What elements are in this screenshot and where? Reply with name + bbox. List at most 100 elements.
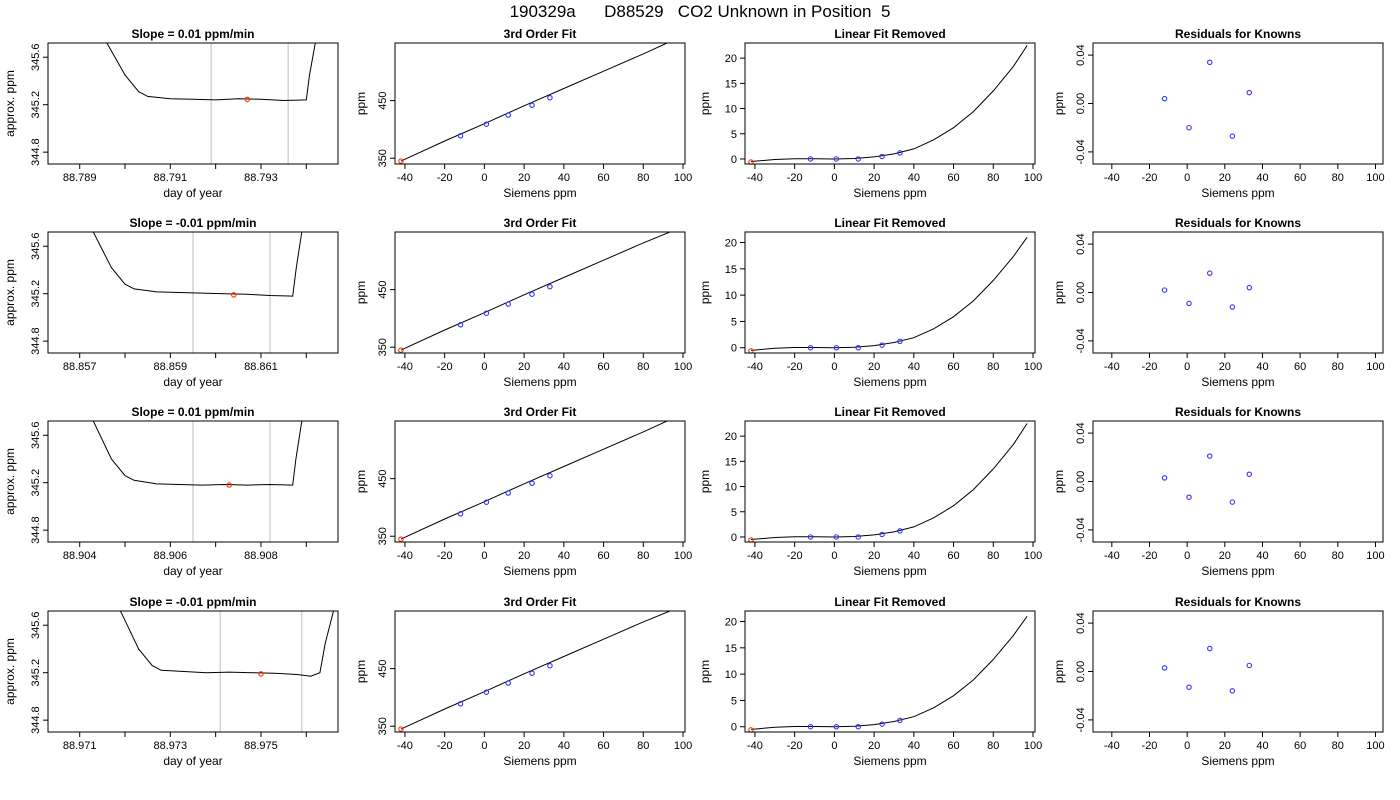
x-axis-label: day of year (163, 375, 222, 389)
known-point (897, 150, 903, 156)
known-point (1246, 284, 1253, 291)
y-tick-label: 345.2 (30, 659, 42, 687)
x-tick-label: 0 (1184, 361, 1190, 373)
x-tick-label: 0 (1184, 740, 1190, 752)
known-point (879, 721, 885, 727)
unknown-point (398, 536, 404, 542)
y-tick-label: 10 (725, 482, 737, 494)
fit-curve (750, 45, 1028, 162)
x-tick-label: 80 (1332, 361, 1344, 373)
x-axis-label: Siemens ppm (1201, 564, 1274, 578)
x-tick-label: -40 (397, 550, 413, 562)
x-tick-label: -20 (437, 550, 453, 562)
x-tick-label: 20 (518, 740, 530, 752)
known-point (505, 301, 511, 307)
x-tick-label: 40 (908, 550, 920, 562)
x-tick-label: 0 (1184, 550, 1190, 562)
y-tick-label: 0 (731, 343, 737, 355)
x-tick-label: 60 (947, 740, 959, 752)
panel-title: 3rd Order Fit (504, 405, 577, 419)
known-point (1229, 499, 1236, 505)
x-tick-label: 0 (481, 550, 487, 562)
y-tick-label: 0.04 (1075, 44, 1087, 65)
known-point (1161, 475, 1168, 481)
panel-linear-1: Linear Fit Removed -40 -20 0 20 40 60 80 100 0 5 10… (698, 27, 1042, 200)
y-tick-label: 350 (377, 527, 389, 545)
x-axis-label: Siemens ppm (1201, 754, 1274, 768)
y-tick-label: 0.04 (1075, 612, 1087, 633)
known-point (897, 338, 903, 345)
y-axis-label: approx. ppm (3, 638, 17, 705)
y-axis-label: ppm (1052, 281, 1066, 304)
known-point (1186, 494, 1192, 500)
y-tick-label: 344.8 (30, 327, 42, 355)
panel-linear-3: Linear Fit Removed -40 -20 0 20 40 60 80 100 0 5 10… (698, 405, 1042, 578)
panel-drift-1: Slope = 0.01 ppm/min 88.789 88.791 88.793 34… (3, 27, 339, 200)
known-point (483, 499, 490, 505)
known-point (897, 528, 903, 534)
x-tick-label: 0 (831, 740, 837, 752)
y-tick-label: 0.00 (1075, 471, 1087, 492)
known-point (807, 344, 814, 351)
y-axis-label: ppm (354, 470, 368, 493)
known-point (529, 480, 535, 486)
panel-title: Linear Fit Removed (834, 27, 945, 41)
x-tick-label: 88.973 (154, 740, 188, 752)
y-tick-label: 0.00 (1075, 282, 1087, 303)
x-tick-label: 20 (868, 172, 880, 184)
x-axis-label: Siemens ppm (853, 186, 926, 200)
x-tick-label: 60 (597, 740, 609, 752)
known-point (879, 531, 885, 538)
x-tick-label: 40 (558, 361, 570, 373)
x-tick-label: 60 (1294, 172, 1306, 184)
x-tick-label: -40 (397, 361, 413, 373)
y-tick-label: 0 (731, 154, 737, 166)
x-tick-label: -20 (1142, 361, 1158, 373)
panel-residuals-2: Residuals for Knowns -40 -20 0 20 40 60 80 100 -0… (1052, 216, 1385, 389)
panel-title: 3rd Order Fit (504, 595, 577, 609)
y-tick-label: 10 (725, 104, 737, 116)
x-tick-label: 0 (1184, 172, 1190, 184)
x-tick-label: 0 (481, 740, 487, 752)
x-tick-label: 100 (674, 172, 692, 184)
known-point (879, 342, 885, 348)
x-tick-label: 80 (637, 550, 649, 562)
y-axis-label: ppm (698, 660, 712, 683)
panel-title: Slope = -0.01 ppm/min (129, 595, 256, 609)
x-tick-label: 0 (831, 550, 837, 562)
known-point (483, 121, 490, 127)
known-point (1186, 684, 1192, 690)
drift-line (92, 421, 303, 486)
y-axis-label: ppm (354, 281, 368, 304)
known-point (833, 156, 840, 162)
y-axis-label: ppm (1052, 470, 1066, 493)
y-axis-label: approx. ppm (3, 448, 17, 515)
x-tick-label: 20 (1219, 550, 1231, 562)
x-tick-label: 100 (1024, 172, 1042, 184)
fit-curve (400, 232, 672, 351)
known-point (1207, 645, 1213, 652)
x-tick-label: 20 (868, 740, 880, 752)
y-tick-label: 344.8 (30, 706, 42, 734)
plot-frame (394, 610, 686, 733)
y-tick-label: -0.04 (1075, 517, 1087, 542)
known-point (547, 662, 553, 669)
x-tick-label: 88.791 (154, 172, 188, 184)
x-tick-label: -40 (1104, 740, 1120, 752)
plot-frame (47, 610, 339, 733)
fit-curve (400, 421, 669, 540)
fit-curve (750, 423, 1028, 540)
panel-title: Linear Fit Removed (834, 405, 945, 419)
y-tick-label: 0 (731, 722, 737, 734)
drift-line (106, 43, 316, 102)
y-tick-label: 5 (731, 316, 737, 328)
y-tick-label: 350 (377, 149, 389, 167)
drift-line (92, 232, 303, 297)
known-point (1207, 453, 1213, 459)
x-tick-label: 80 (1332, 740, 1344, 752)
x-tick-label: 20 (1219, 172, 1231, 184)
known-point (547, 94, 553, 101)
x-tick-label: 40 (1256, 740, 1268, 752)
x-tick-label: 40 (558, 550, 570, 562)
known-point (483, 310, 490, 316)
